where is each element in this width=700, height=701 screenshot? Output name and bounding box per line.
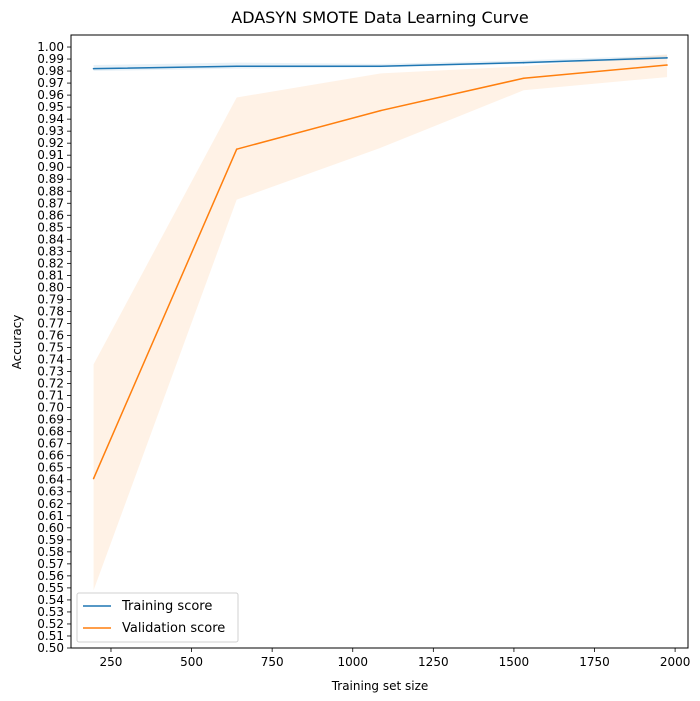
x-axis: 250 500 750 1000 1250 1500 1750 2000 <box>100 648 691 669</box>
x-tick-label: 250 <box>100 655 123 669</box>
x-tick-label: 750 <box>261 655 284 669</box>
training-score-point <box>666 57 668 59</box>
y-tick-label: 0.60 <box>37 521 64 535</box>
y-tick-label: 0.70 <box>37 401 64 415</box>
plot-area-frame <box>70 34 689 649</box>
training-score-point <box>235 65 238 68</box>
y-tick-label: 0.69 <box>37 413 64 427</box>
y-tick-label: 0.57 <box>37 557 64 571</box>
x-tick-label: 1500 <box>499 655 530 669</box>
y-tick-label: 0.98 <box>37 64 64 78</box>
y-axis-label: Accuracy <box>10 315 24 370</box>
y-tick-label: 0.76 <box>37 328 64 342</box>
y-tick-label: 0.89 <box>37 172 64 186</box>
y-tick-label: 0.84 <box>37 232 64 246</box>
data-points <box>92 57 668 480</box>
y-tick-label: 0.63 <box>37 485 64 499</box>
validation-score-point <box>92 477 95 480</box>
y-tick-label: 0.77 <box>37 316 64 330</box>
x-tick-label: 500 <box>180 655 203 669</box>
chart-legend: Training score Validation score <box>76 592 239 643</box>
y-tick-label: 1.00 <box>37 40 64 54</box>
y-tick-label: 0.79 <box>37 292 64 306</box>
y-tick-label: 0.50 <box>37 641 64 655</box>
training-score-point <box>379 65 381 68</box>
y-tick-label: 0.68 <box>37 425 64 439</box>
x-tick-label: 1000 <box>337 655 368 669</box>
validation-score-point <box>522 77 525 80</box>
y-tick-label: 0.58 <box>37 545 64 559</box>
y-tick-label: 0.55 <box>37 581 64 595</box>
training-score-band <box>93 55 668 72</box>
y-tick-label: 0.90 <box>37 160 64 174</box>
y-tick-label: 0.66 <box>37 449 64 463</box>
y-tick-label: 0.95 <box>37 100 64 114</box>
y-tick-label: 0.85 <box>37 220 64 234</box>
y-tick-label: 0.65 <box>37 461 64 475</box>
y-tick-label: 0.81 <box>37 268 64 282</box>
legend-frame <box>76 592 239 643</box>
y-tick-label: 0.59 <box>37 533 64 547</box>
y-tick-label: 0.56 <box>37 569 64 583</box>
y-tick-label: 0.54 <box>37 593 64 607</box>
x-tick-label: 1250 <box>418 655 449 669</box>
y-tick-label: 0.78 <box>37 304 64 318</box>
validation-score-point <box>379 109 381 112</box>
y-tick-label: 0.75 <box>37 341 64 355</box>
y-tick-label: 0.53 <box>37 605 64 619</box>
legend-label-validation-score: Validation score <box>122 621 225 636</box>
training-score-point <box>522 61 525 64</box>
validation-score-point <box>666 64 668 66</box>
x-tick-label: 1750 <box>579 655 610 669</box>
y-tick-label: 0.94 <box>37 112 64 126</box>
y-tick-label: 0.86 <box>37 208 64 222</box>
y-tick-label: 0.92 <box>37 136 64 150</box>
y-tick-label: 0.64 <box>37 473 64 487</box>
y-tick-label: 0.61 <box>37 509 64 523</box>
y-tick-label: 0.71 <box>37 389 64 403</box>
y-tick-label: 0.74 <box>37 353 64 367</box>
y-tick-label: 0.99 <box>37 52 64 66</box>
y-tick-label: 0.62 <box>37 497 64 511</box>
validation-score-point <box>235 148 238 150</box>
y-tick-label: 0.91 <box>37 148 64 162</box>
validation-score-band <box>93 54 668 591</box>
y-tick-label: 0.93 <box>37 124 64 138</box>
y-tick-label: 0.88 <box>37 184 64 198</box>
y-tick-label: 0.87 <box>37 196 64 210</box>
y-tick-label: 0.80 <box>37 280 64 294</box>
x-tick-label: 2000 <box>660 655 691 669</box>
chart-title: ADASYN SMOTE Data Learning Curve <box>231 8 528 27</box>
y-tick-label: 0.51 <box>37 629 64 643</box>
y-tick-label: 0.72 <box>37 377 64 391</box>
confidence-bands <box>93 54 668 591</box>
legend-label-training-score: Training score <box>121 599 212 614</box>
y-tick-label: 0.82 <box>37 256 64 270</box>
y-axis: 0.500.510.520.530.540.550.560.570.580.59… <box>37 40 71 655</box>
y-tick-label: 0.52 <box>37 617 64 631</box>
y-tick-label: 0.83 <box>37 244 64 258</box>
y-tick-label: 0.96 <box>37 88 64 102</box>
y-tick-label: 0.97 <box>37 76 64 90</box>
training-score-point <box>92 67 95 70</box>
y-tick-label: 0.73 <box>37 365 64 379</box>
y-tick-label: 0.67 <box>37 437 64 451</box>
x-axis-label: Training set size <box>331 679 429 693</box>
